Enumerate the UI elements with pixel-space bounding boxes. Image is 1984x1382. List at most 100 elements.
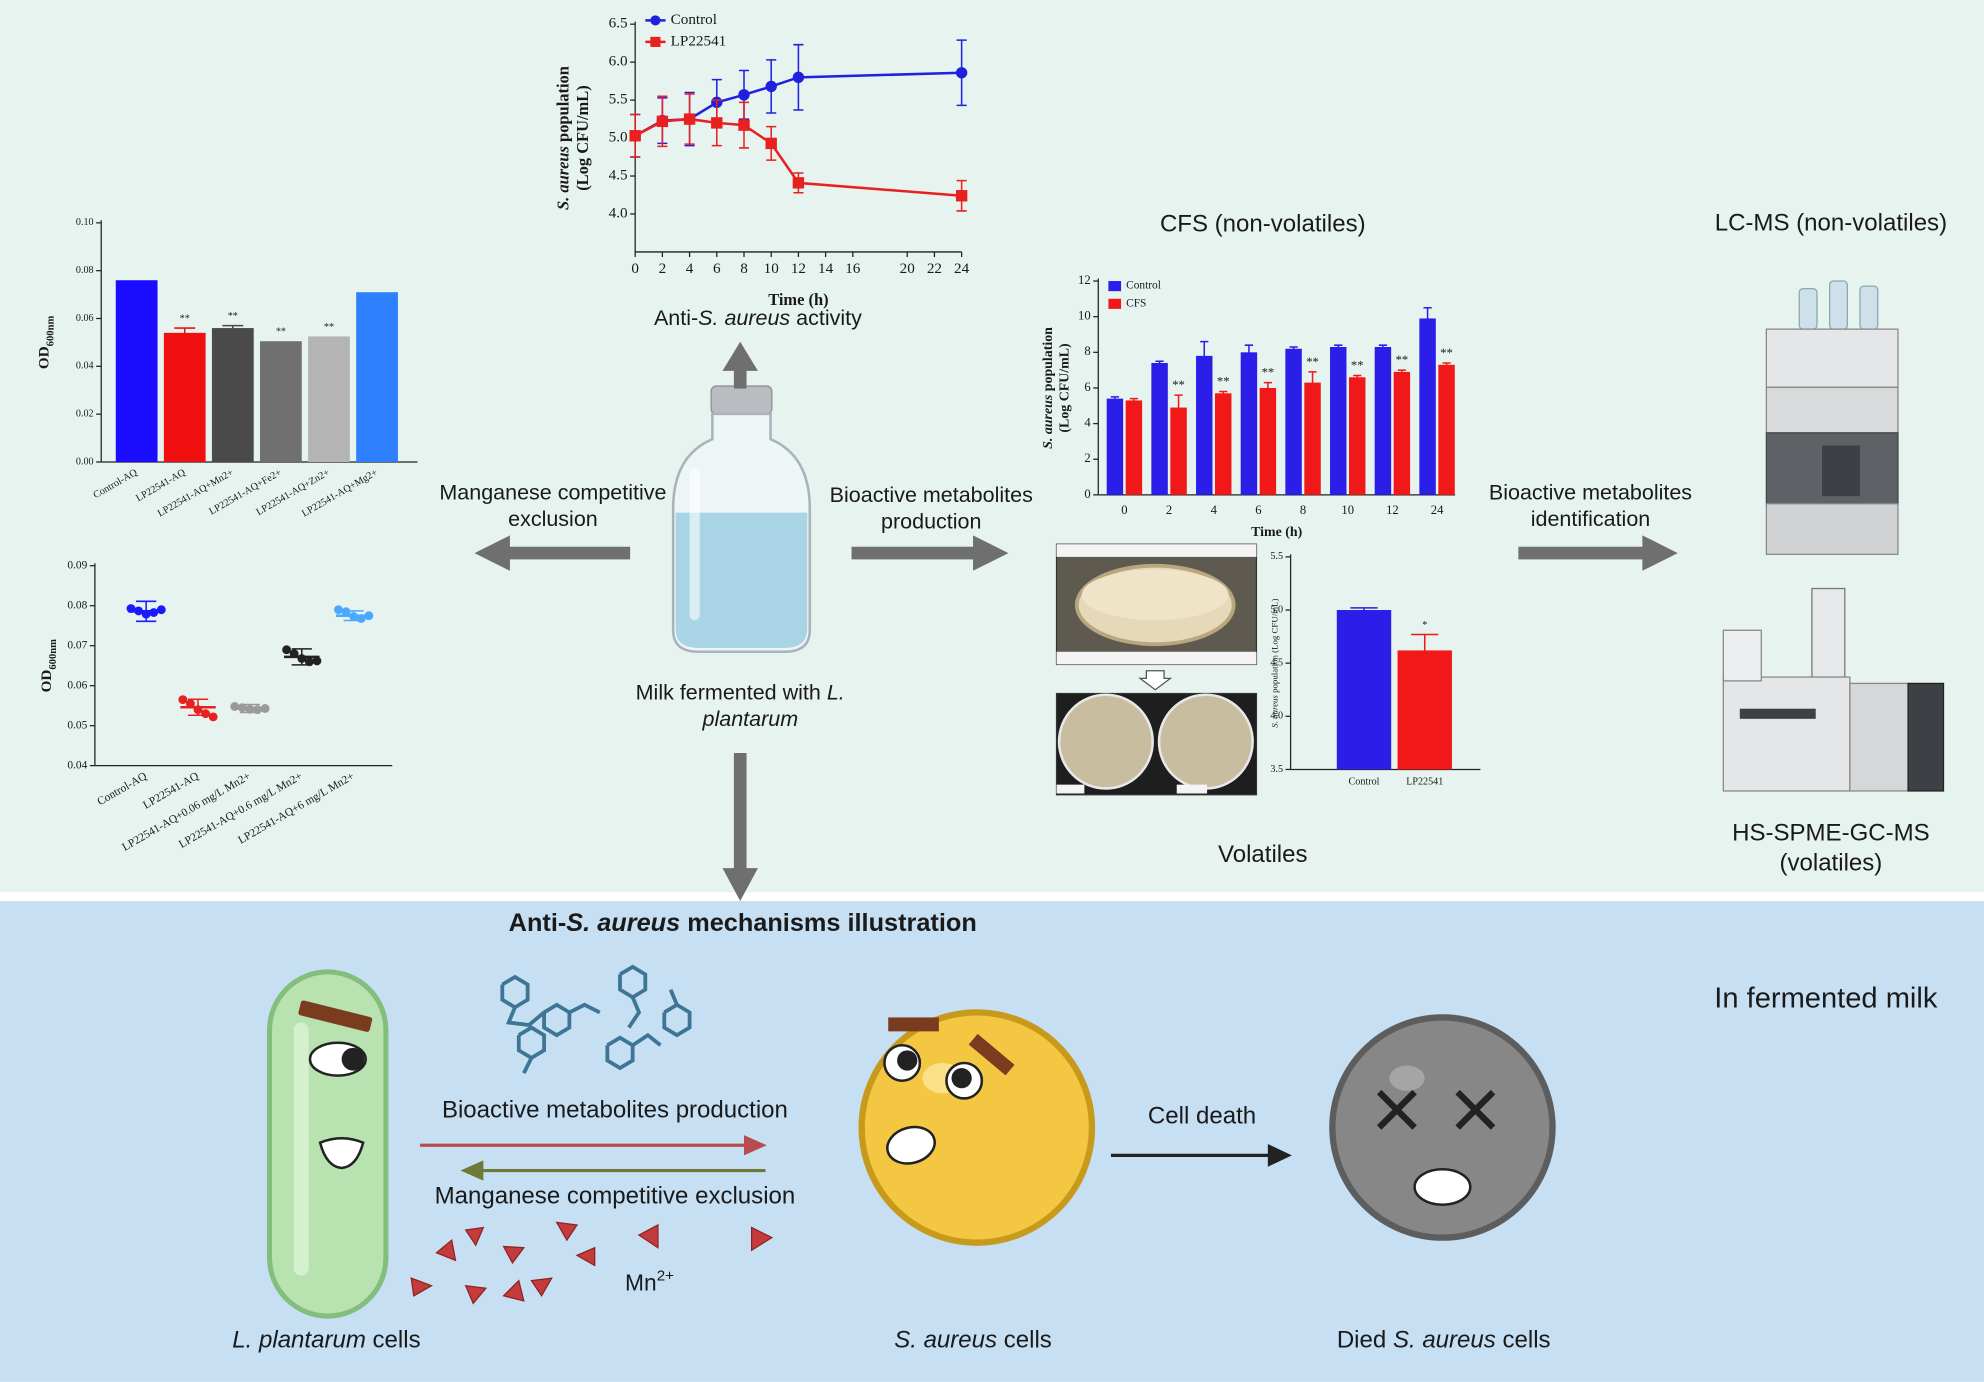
activity-caption: Anti-S. aureus activity xyxy=(654,306,862,330)
error-bar xyxy=(343,610,364,622)
x-tick-label: 2 xyxy=(659,260,667,277)
manganese-ions-part xyxy=(750,1226,774,1252)
reaction-arrows-part xyxy=(460,1160,484,1181)
x-tick-label: 20 xyxy=(900,260,916,277)
bar xyxy=(1304,382,1321,495)
y-axis-label-part: 600nm xyxy=(45,316,56,347)
sa-cell-part xyxy=(951,1068,972,1089)
process-arrows-part xyxy=(1518,546,1645,560)
cell-label-part: cells xyxy=(997,1327,1052,1354)
bar xyxy=(1438,364,1455,495)
plate-photos-part xyxy=(1157,693,1254,790)
y-axis-label: OD600nm xyxy=(36,316,56,370)
legend-swatch xyxy=(1108,281,1122,292)
point xyxy=(341,607,351,617)
x-axis-label: Time (h) xyxy=(1251,525,1302,540)
process-arrows-part xyxy=(722,341,758,371)
legend-label: CFS xyxy=(1126,297,1146,309)
section-title: Volatiles xyxy=(1218,841,1308,868)
reaction-arrows-part xyxy=(744,1135,767,1156)
bar xyxy=(1259,387,1277,495)
plate-photos-part xyxy=(1056,544,1257,557)
error-bar xyxy=(1334,344,1343,350)
metabolite-molecules-part xyxy=(522,1057,534,1074)
death-arrow xyxy=(1110,1143,1292,1167)
bar xyxy=(356,292,398,462)
y-tick-label: 2 xyxy=(1084,451,1090,465)
setting-label: In fermented milk xyxy=(1714,982,1938,1014)
gcms-instrument-part xyxy=(1907,682,1945,792)
dead-cell-part xyxy=(1376,1089,1496,1130)
process-arrows-part xyxy=(733,367,747,389)
error-bar xyxy=(1411,633,1439,668)
plate-photos-part xyxy=(1081,569,1229,621)
y-axis-label: S. aureus population(Log CFU/mL) xyxy=(1041,327,1073,449)
y-tick-label: 4.5 xyxy=(609,167,628,184)
x-tick-label: LP22541 xyxy=(1406,776,1443,787)
y-tick-label: 4.5 xyxy=(1270,657,1283,668)
manganese-ions-part xyxy=(410,1277,433,1297)
mechanism-label: Manganese competitive exclusion xyxy=(435,1182,796,1209)
y-tick-label: 0.02 xyxy=(76,408,94,419)
point xyxy=(738,89,750,101)
cell-label-part: S. aureus xyxy=(894,1327,997,1354)
x-tick-label: 0 xyxy=(631,260,639,277)
lcms-instrument-part xyxy=(1765,386,1899,434)
y-axis-label-part: population xyxy=(1041,327,1056,395)
point xyxy=(765,137,777,150)
point xyxy=(656,115,669,128)
mechanism-label: Cell death xyxy=(1148,1103,1256,1130)
error-bar xyxy=(1350,607,1378,613)
mechanism-title-part: mechanisms illustration xyxy=(680,909,977,937)
sa-cell-part xyxy=(968,1033,1015,1076)
metabolite-molecules-part xyxy=(516,1025,546,1061)
y-tick-label: 5.0 xyxy=(1270,604,1283,615)
error-bar xyxy=(1174,394,1183,421)
y-axis-label: S. aureus population(Log CFU/mL) xyxy=(553,66,592,210)
gcms-instrument-part xyxy=(1849,682,1909,792)
x-tick-label: 10 xyxy=(764,260,780,277)
y-axis-label-part: population xyxy=(553,66,572,146)
lcms-instrument xyxy=(1765,280,1899,555)
milk-caption-part: Milk fermented with xyxy=(636,680,827,704)
y-axis-label-part: (Log CFU/mL) xyxy=(1058,343,1073,433)
x-tick-label: 24 xyxy=(954,260,970,277)
manganese-ions-part xyxy=(435,1238,457,1262)
error-bar xyxy=(1263,381,1273,395)
bar xyxy=(1419,318,1436,495)
bar xyxy=(211,328,254,462)
milk-bottle xyxy=(671,385,812,654)
y-tick-label: 8 xyxy=(1084,344,1090,358)
gcms-instrument-part xyxy=(1811,587,1846,678)
y-tick-label: 3.5 xyxy=(1270,764,1283,775)
y-tick-label: 0.10 xyxy=(76,217,94,228)
bar xyxy=(1240,352,1258,495)
process-arrows-part xyxy=(851,546,976,560)
milk-bottle-part xyxy=(675,512,808,648)
error-bar xyxy=(222,324,244,332)
bar xyxy=(1125,400,1143,495)
legend-swatch xyxy=(1108,298,1122,309)
y-tick-label: 4.0 xyxy=(1270,711,1283,722)
y-tick-label: 0.08 xyxy=(67,599,87,611)
point xyxy=(792,71,805,84)
error-bar xyxy=(1378,344,1388,350)
y-axis-label-part: OD xyxy=(39,670,56,693)
lcms-instrument-part xyxy=(1859,285,1879,330)
ion-label-part: 2+ xyxy=(657,1267,674,1284)
legend-marker xyxy=(650,36,661,47)
x-tick-label: 2 xyxy=(1166,503,1172,517)
lp-cell xyxy=(266,969,389,1319)
x-tick-label: 8 xyxy=(1300,503,1306,517)
x-tick-label: 6 xyxy=(1255,503,1261,517)
x-tick-label: 16 xyxy=(845,260,861,277)
lcms-instrument-part xyxy=(1765,328,1899,388)
metabolite-molecules-part xyxy=(542,1002,572,1038)
section-title: HS-SPME-GC-MS xyxy=(1732,819,1930,846)
error-bar xyxy=(239,703,261,714)
y-tick-label: 4 xyxy=(1084,416,1091,430)
lcms-instrument-part xyxy=(1829,280,1848,330)
significance-label: ** xyxy=(180,314,190,325)
y-axis-label-part: S. aureus xyxy=(1269,695,1279,728)
